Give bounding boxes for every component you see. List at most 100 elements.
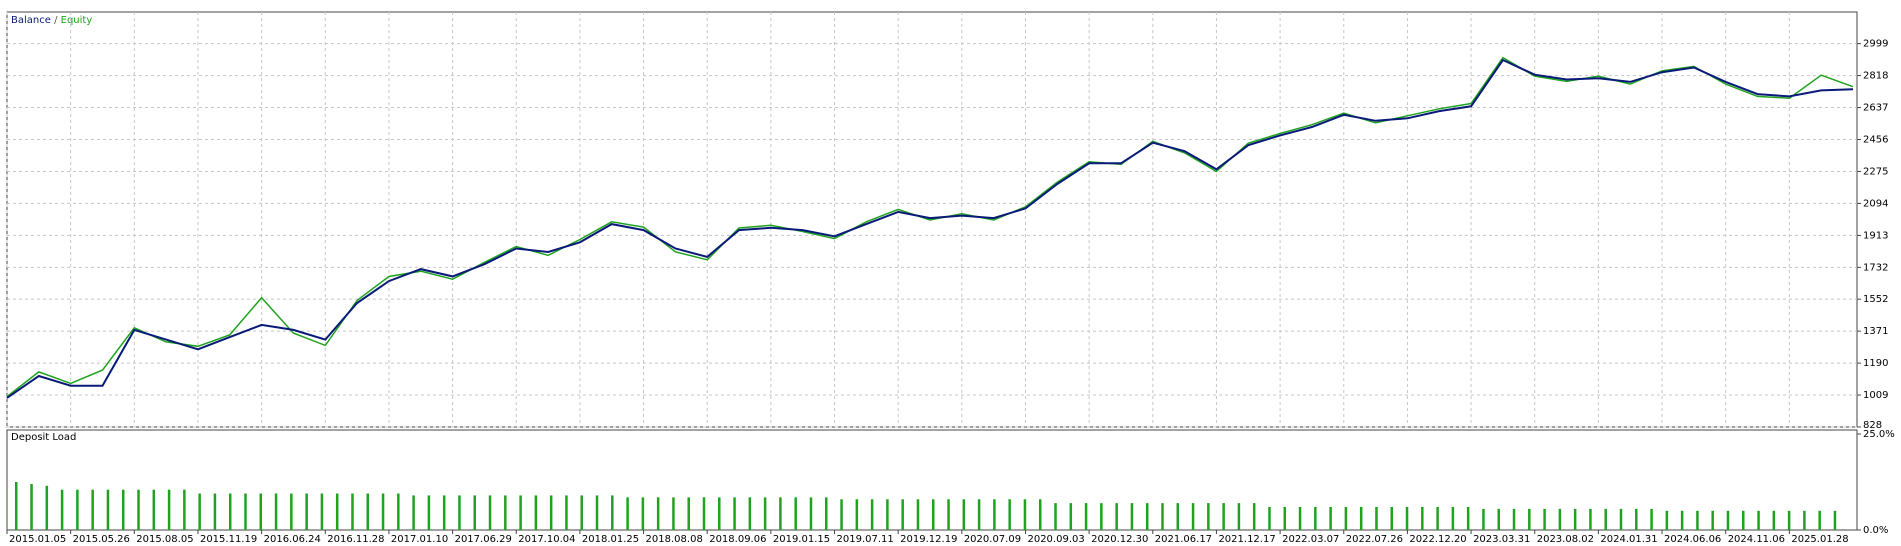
bar	[504, 495, 507, 530]
bar	[473, 495, 476, 530]
bar	[886, 499, 889, 530]
x-tick-label: 2017.06.29	[455, 534, 512, 545]
x-tick-label: 2015.08.05	[136, 534, 193, 545]
bar	[1742, 510, 1745, 530]
bar	[534, 495, 538, 530]
bar	[412, 495, 415, 530]
x-tick-label: 2017.01.10	[391, 534, 448, 545]
y-tick-label: 828	[1863, 420, 1882, 431]
y-tick-label: 2094	[1863, 198, 1888, 209]
bar	[305, 493, 308, 530]
bar	[687, 497, 690, 530]
bar	[1314, 506, 1317, 530]
bar	[1405, 506, 1409, 530]
bar	[1161, 503, 1164, 530]
bar	[549, 495, 553, 530]
bar	[1283, 506, 1287, 530]
bar	[351, 493, 354, 530]
x-tick-label: 2015.01.05	[9, 534, 66, 545]
bar	[1512, 508, 1516, 530]
bar	[916, 499, 920, 530]
bar	[794, 497, 797, 530]
bar	[366, 493, 370, 530]
bar	[901, 499, 904, 530]
bar	[1008, 499, 1011, 530]
bar	[244, 493, 247, 530]
bar	[60, 489, 64, 530]
bar	[1084, 503, 1088, 530]
bar	[91, 489, 94, 530]
x-tick-label: 2016.11.28	[327, 534, 384, 545]
x-tick-label: 2023.08.02	[1537, 534, 1594, 545]
bar	[1604, 508, 1607, 530]
bar	[702, 497, 706, 530]
bar	[1329, 506, 1332, 530]
bar	[840, 499, 843, 530]
bar	[932, 499, 935, 530]
x-tick-label: 2024.01.31	[1600, 534, 1657, 545]
bar	[1023, 499, 1027, 530]
bar	[641, 497, 645, 530]
bar	[1665, 510, 1669, 530]
x-tick-label: 2024.06.06	[1664, 534, 1721, 545]
x-tick-label: 2020.12.30	[1091, 534, 1148, 545]
bar	[290, 493, 293, 530]
y-tick-label: 2637	[1863, 103, 1888, 114]
x-tick-label: 2015.05.26	[73, 534, 130, 545]
bar	[1252, 503, 1256, 530]
y-tick-label: 2275	[1863, 166, 1888, 177]
bar	[427, 495, 431, 530]
y-tick-label: 1009	[1863, 390, 1888, 401]
bar	[45, 485, 49, 530]
legend-balance: Balance	[11, 15, 51, 26]
bar	[855, 499, 859, 530]
bar	[1359, 506, 1363, 530]
bar	[580, 495, 583, 530]
bar	[1466, 506, 1470, 530]
bar	[1421, 506, 1424, 530]
bar	[1145, 503, 1149, 530]
bar	[1726, 510, 1730, 530]
bar	[381, 493, 385, 530]
x-tick-label: 2023.03.31	[1473, 534, 1530, 545]
bar	[870, 499, 874, 530]
bar	[656, 497, 660, 530]
x-tick-label: 2015.11.19	[200, 534, 257, 545]
bar	[1207, 503, 1210, 530]
bar	[167, 489, 171, 530]
bar	[1619, 508, 1623, 530]
bar	[1680, 510, 1684, 530]
bar	[30, 483, 33, 530]
bar	[106, 489, 110, 530]
bar	[320, 493, 324, 530]
bar	[809, 497, 813, 530]
bar	[274, 493, 278, 530]
bar	[1818, 510, 1821, 530]
bar	[1130, 503, 1134, 530]
bar	[825, 497, 828, 530]
bar	[993, 499, 996, 530]
x-tick-label: 2018.08.08	[646, 534, 703, 545]
bar	[442, 495, 446, 530]
bar	[1237, 503, 1241, 530]
bar	[748, 497, 752, 530]
bar	[259, 493, 263, 530]
y-tick-label: 1732	[1863, 262, 1888, 273]
bar	[733, 497, 736, 530]
legend-equity: Equity	[61, 15, 93, 26]
bar	[1100, 503, 1103, 530]
bar	[1528, 508, 1531, 530]
bar	[1222, 503, 1225, 530]
bar	[1482, 508, 1485, 530]
bar	[1436, 506, 1439, 530]
y-tick-label: 0.0%	[1863, 525, 1888, 536]
x-tick-label: 2021.12.17	[1218, 534, 1275, 545]
bar	[962, 499, 966, 530]
bar	[183, 489, 186, 530]
x-tick-label: 2021.06.17	[1155, 534, 1212, 545]
bar	[977, 499, 981, 530]
bar	[397, 493, 400, 530]
bar	[1268, 506, 1271, 530]
legend-separator: /	[54, 15, 58, 26]
bar	[1787, 510, 1791, 530]
